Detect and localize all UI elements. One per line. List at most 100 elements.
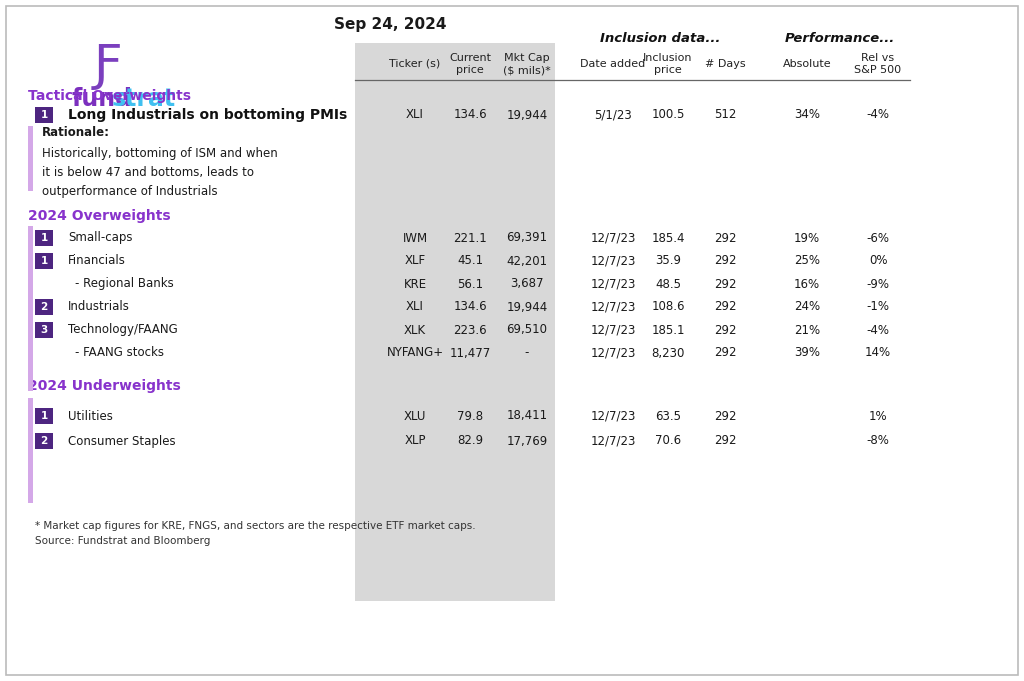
Bar (355, 43, 555, 601)
Text: 19%: 19% (794, 232, 820, 244)
Text: 45.1: 45.1 (457, 255, 483, 268)
Text: 2: 2 (40, 302, 48, 312)
Text: 12/7/23: 12/7/23 (590, 323, 636, 336)
Text: 1: 1 (40, 411, 48, 421)
Text: Tactical Overweights: Tactical Overweights (28, 89, 191, 103)
Text: Current
price: Current price (449, 52, 490, 76)
Text: 108.6: 108.6 (651, 300, 685, 313)
Text: Date added: Date added (581, 59, 645, 69)
Text: 12/7/23: 12/7/23 (590, 255, 636, 268)
Text: -4%: -4% (866, 108, 890, 121)
Text: 185.1: 185.1 (651, 323, 685, 336)
Text: 63.5: 63.5 (655, 409, 681, 422)
Text: 69,391: 69,391 (507, 232, 548, 244)
Text: - FAANG stocks: - FAANG stocks (75, 347, 164, 360)
Text: 12/7/23: 12/7/23 (590, 347, 636, 360)
Text: Inclusion
price: Inclusion price (643, 52, 693, 76)
Text: 12/7/23: 12/7/23 (590, 277, 636, 291)
Text: Mkt Cap
($ mils)*: Mkt Cap ($ mils)* (503, 52, 551, 76)
Text: Ticker (s): Ticker (s) (389, 59, 440, 69)
Text: 223.6: 223.6 (454, 323, 486, 336)
Text: XLP: XLP (404, 434, 426, 447)
Text: Technology/FAANG: Technology/FAANG (68, 323, 178, 336)
Bar (35, 107, 53, 123)
Text: 2024 Overweights: 2024 Overweights (28, 209, 171, 223)
Text: KRE: KRE (403, 277, 427, 291)
Text: 134.6: 134.6 (454, 300, 486, 313)
Text: 48.5: 48.5 (655, 277, 681, 291)
Text: 3,687: 3,687 (510, 277, 544, 291)
Text: -4%: -4% (866, 323, 890, 336)
Text: Financials: Financials (68, 255, 126, 268)
Text: Source: Fundstrat and Bloomberg: Source: Fundstrat and Bloomberg (35, 536, 210, 546)
Text: 21%: 21% (794, 323, 820, 336)
Bar (28, 126, 33, 191)
Text: 221.1: 221.1 (454, 232, 486, 244)
Text: 292: 292 (714, 347, 736, 360)
Text: 12/7/23: 12/7/23 (590, 300, 636, 313)
Text: 39%: 39% (794, 347, 820, 360)
Text: XLI: XLI (407, 300, 424, 313)
Text: Small-caps: Small-caps (68, 232, 132, 244)
Text: 0%: 0% (868, 255, 887, 268)
Text: 292: 292 (714, 232, 736, 244)
Text: 17,769: 17,769 (507, 434, 548, 447)
Text: Inclusion data...: Inclusion data... (600, 33, 720, 46)
Text: 292: 292 (714, 300, 736, 313)
Text: 292: 292 (714, 277, 736, 291)
Text: 11,477: 11,477 (450, 347, 490, 360)
Text: XLU: XLU (403, 409, 426, 422)
Text: - Regional Banks: - Regional Banks (75, 277, 174, 291)
Text: -: - (525, 347, 529, 360)
Text: 1: 1 (40, 110, 48, 120)
Text: Sep 24, 2024: Sep 24, 2024 (334, 16, 446, 31)
Text: 19,944: 19,944 (507, 300, 548, 313)
Text: strat: strat (112, 87, 176, 111)
Text: 134.6: 134.6 (454, 108, 486, 121)
Text: Historically, bottoming of ISM and when
it is below 47 and bottoms, leads to
out: Historically, bottoming of ISM and when … (42, 147, 278, 198)
Text: * Market cap figures for KRE, FNGS, and sectors are the respective ETF market ca: * Market cap figures for KRE, FNGS, and … (35, 521, 475, 531)
Text: 56.1: 56.1 (457, 277, 483, 291)
Bar (35, 433, 53, 449)
Text: 8,230: 8,230 (651, 347, 685, 360)
Text: 1: 1 (40, 233, 48, 243)
Text: 12/7/23: 12/7/23 (590, 409, 636, 422)
Text: # Days: # Days (705, 59, 745, 69)
Bar (28, 398, 33, 503)
Text: 292: 292 (714, 255, 736, 268)
Text: 24%: 24% (794, 300, 820, 313)
Text: 2: 2 (40, 436, 48, 446)
Text: 292: 292 (714, 434, 736, 447)
Bar (35, 408, 53, 424)
Bar (28, 226, 33, 391)
Text: Utilities: Utilities (68, 409, 113, 422)
Text: -9%: -9% (866, 277, 890, 291)
Text: Ƒ: Ƒ (93, 42, 123, 90)
Text: fund: fund (72, 87, 133, 111)
Text: 35.9: 35.9 (655, 255, 681, 268)
Text: NYFANG+: NYFANG+ (386, 347, 443, 360)
Text: 100.5: 100.5 (651, 108, 685, 121)
Text: 2024 Underweights: 2024 Underweights (28, 379, 181, 393)
Bar (35, 299, 53, 315)
Text: 3: 3 (40, 325, 48, 335)
Text: Long Industrials on bottoming PMIs: Long Industrials on bottoming PMIs (68, 108, 347, 122)
Text: XLK: XLK (403, 323, 426, 336)
Text: 292: 292 (714, 323, 736, 336)
Text: 12/7/23: 12/7/23 (590, 434, 636, 447)
Text: 69,510: 69,510 (507, 323, 548, 336)
Text: 12/7/23: 12/7/23 (590, 232, 636, 244)
Text: 1: 1 (40, 256, 48, 266)
Text: 5/1/23: 5/1/23 (594, 108, 632, 121)
Text: 79.8: 79.8 (457, 409, 483, 422)
Text: 14%: 14% (865, 347, 891, 360)
Text: 25%: 25% (794, 255, 820, 268)
Bar (35, 253, 53, 269)
Text: -1%: -1% (866, 300, 890, 313)
Text: Rel vs
S&P 500: Rel vs S&P 500 (854, 52, 901, 76)
Text: Industrials: Industrials (68, 300, 130, 313)
Text: -8%: -8% (866, 434, 890, 447)
Text: XLI: XLI (407, 108, 424, 121)
Text: -6%: -6% (866, 232, 890, 244)
Text: 18,411: 18,411 (507, 409, 548, 422)
